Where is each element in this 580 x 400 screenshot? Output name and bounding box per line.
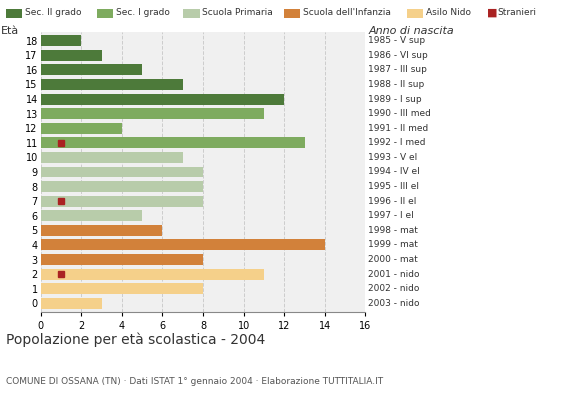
Text: 1998 - mat: 1998 - mat	[368, 226, 418, 235]
Text: Scuola Primaria: Scuola Primaria	[202, 8, 273, 17]
Text: 2003 - nido: 2003 - nido	[368, 299, 420, 308]
Text: Età: Età	[1, 26, 19, 36]
Bar	[41, 269, 264, 280]
Text: 1987 - III sup: 1987 - III sup	[368, 66, 427, 74]
Text: Sec. I grado: Sec. I grado	[116, 8, 170, 17]
Bar	[41, 298, 102, 309]
Bar	[41, 137, 305, 148]
Text: 1995 - III el: 1995 - III el	[368, 182, 419, 191]
Text: 1985 - V sup: 1985 - V sup	[368, 36, 425, 45]
Bar	[41, 283, 203, 294]
Text: 1993 - V el: 1993 - V el	[368, 153, 418, 162]
Bar	[41, 79, 183, 90]
Bar	[41, 210, 142, 221]
Text: 1994 - IV el: 1994 - IV el	[368, 168, 420, 176]
Bar	[41, 50, 102, 61]
Bar	[41, 108, 264, 119]
Bar	[41, 123, 122, 134]
Text: 2001 - nido: 2001 - nido	[368, 270, 420, 278]
Bar	[41, 225, 162, 236]
Bar	[41, 181, 203, 192]
Text: Stranieri: Stranieri	[497, 8, 536, 17]
Text: 1990 - III med: 1990 - III med	[368, 109, 431, 118]
Bar	[41, 64, 142, 75]
Text: 2002 - nido: 2002 - nido	[368, 284, 420, 293]
Text: COMUNE DI OSSANA (TN) · Dati ISTAT 1° gennaio 2004 · Elaborazione TUTTITALIA.IT: COMUNE DI OSSANA (TN) · Dati ISTAT 1° ge…	[6, 377, 383, 386]
Bar	[41, 94, 284, 104]
Bar	[41, 196, 203, 207]
Text: 1999 - mat: 1999 - mat	[368, 240, 418, 250]
Text: Scuola dell'Infanzia: Scuola dell'Infanzia	[303, 8, 391, 17]
Text: Sec. II grado: Sec. II grado	[25, 8, 81, 17]
Text: 1996 - II el: 1996 - II el	[368, 197, 416, 206]
Bar	[41, 254, 203, 265]
Text: 1988 - II sup: 1988 - II sup	[368, 80, 425, 89]
Bar	[41, 35, 81, 46]
Text: 1989 - I sup: 1989 - I sup	[368, 94, 422, 104]
Bar	[41, 152, 183, 163]
Text: 1997 - I el: 1997 - I el	[368, 211, 414, 220]
Bar	[41, 166, 203, 178]
Text: Popolazione per età scolastica - 2004: Popolazione per età scolastica - 2004	[6, 332, 265, 347]
Text: Asilo Nido: Asilo Nido	[426, 8, 472, 17]
Text: ■: ■	[487, 8, 498, 18]
Text: 2000 - mat: 2000 - mat	[368, 255, 418, 264]
Bar	[41, 240, 325, 250]
Text: Anno di nascita: Anno di nascita	[368, 26, 454, 36]
Text: 1986 - VI sup: 1986 - VI sup	[368, 51, 428, 60]
Text: 1992 - I med: 1992 - I med	[368, 138, 426, 147]
Text: 1991 - II med: 1991 - II med	[368, 124, 429, 133]
